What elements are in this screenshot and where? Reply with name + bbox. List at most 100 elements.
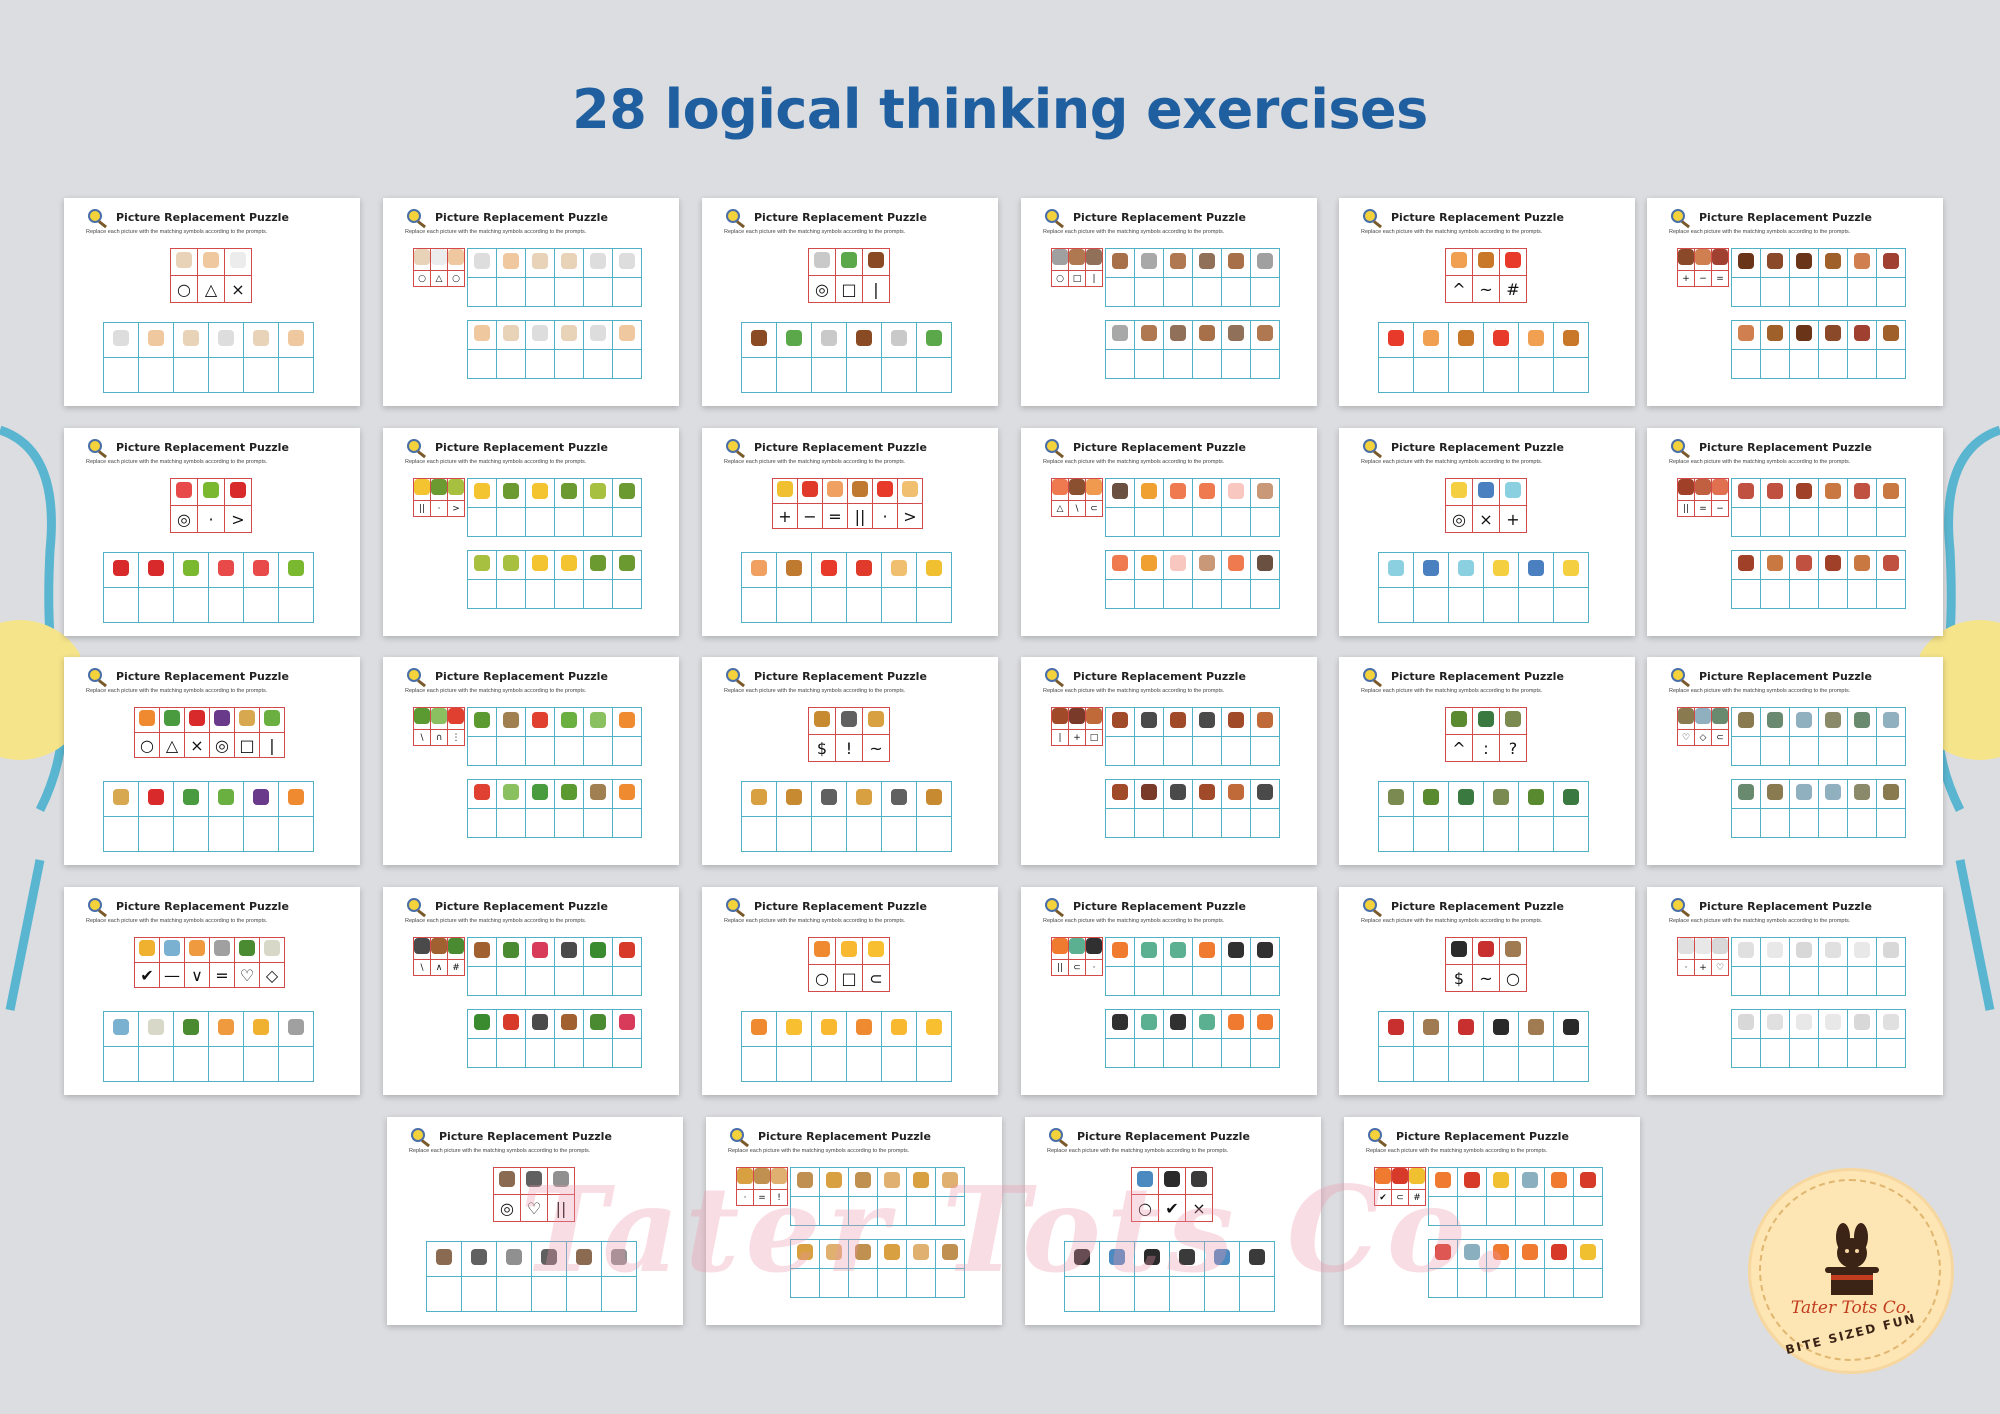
puzzle-card[interactable]: Picture Replacement Puzzle Replace each p… — [1021, 657, 1317, 865]
picture-icon — [1144, 1248, 1160, 1265]
picture-cell — [1134, 248, 1164, 278]
blank-cell — [1731, 736, 1761, 766]
puzzle-card[interactable]: Picture Replacement Puzzle Replace each p… — [1339, 198, 1635, 406]
puzzle-card[interactable]: Picture Replacement Puzzle Replace each p… — [383, 657, 679, 865]
key-table: ◎ ♡ || — [493, 1167, 575, 1222]
picture-cell — [808, 937, 836, 965]
picture-cell — [1731, 550, 1761, 580]
picture-icon — [1112, 711, 1128, 728]
picture-icon — [214, 939, 230, 956]
puzzle-card[interactable]: Picture Replacement Puzzle Replace each p… — [1647, 887, 1943, 1095]
picture-icon — [448, 479, 464, 495]
picture-icon — [1796, 711, 1812, 728]
puzzle-card[interactable]: Picture Replacement Puzzle Replace each p… — [1647, 428, 1943, 636]
puzzle-card[interactable]: Picture Replacement Puzzle Replace each p… — [706, 1117, 1002, 1325]
symbol-cell: − — [1694, 270, 1712, 287]
picture-cell — [208, 322, 244, 358]
puzzle-card[interactable]: Picture Replacement Puzzle Replace each p… — [1339, 887, 1635, 1095]
picture-icon — [1257, 1013, 1273, 1030]
blank-cell — [1163, 966, 1193, 996]
symbol-cell: □ — [1085, 729, 1103, 746]
picture-icon — [253, 1018, 269, 1035]
picture-icon — [926, 329, 942, 346]
magnifier-icon — [1669, 897, 1695, 918]
puzzle-card[interactable]: Picture Replacement Puzzle Replace each p… — [1339, 657, 1635, 865]
card-title: Picture Replacement Puzzle — [1699, 669, 1872, 683]
picture-cell — [1131, 1167, 1159, 1195]
puzzle-card[interactable]: Picture Replacement Puzzle Replace each p… — [64, 887, 360, 1095]
picture-cell — [1221, 937, 1251, 967]
blank-cell — [1847, 1038, 1877, 1068]
picture-icon — [1112, 252, 1128, 269]
card-title: Picture Replacement Puzzle — [116, 899, 289, 913]
picture-icon — [532, 324, 548, 341]
blank-cell — [741, 1046, 777, 1082]
puzzle-card[interactable]: Picture Replacement Puzzle Replace each p… — [383, 198, 679, 406]
picture-icon — [619, 1013, 635, 1030]
picture-icon — [1478, 481, 1494, 498]
puzzle-card[interactable]: Picture Replacement Puzzle Replace each p… — [1344, 1117, 1640, 1325]
blank-cell — [566, 1276, 602, 1312]
picture-cell — [1163, 550, 1193, 580]
picture-icon — [183, 329, 199, 346]
picture-cell — [1711, 707, 1729, 730]
puzzle-card[interactable]: Picture Replacement Puzzle Replace each p… — [1647, 657, 1943, 865]
puzzle-card[interactable]: Picture Replacement Puzzle Replace each p… — [387, 1117, 683, 1325]
puzzle-card[interactable]: Picture Replacement Puzzle Replace each p… — [702, 198, 998, 406]
picture-cell — [1711, 248, 1729, 271]
magnifier-icon — [1361, 438, 1387, 459]
puzzle-card[interactable]: Picture Replacement Puzzle Replace each p… — [1021, 428, 1317, 636]
blank-cell — [1876, 277, 1906, 307]
picture-icon — [448, 708, 464, 724]
picture-cell — [243, 781, 279, 817]
puzzle-card[interactable]: Picture Replacement Puzzle Replace each p… — [64, 428, 360, 636]
puzzle-card[interactable]: Picture Replacement Puzzle Replace each p… — [702, 887, 998, 1095]
puzzle-card[interactable]: Picture Replacement Puzzle Replace each p… — [64, 198, 360, 406]
picture-cell — [554, 550, 584, 580]
picture-icon — [1678, 938, 1694, 954]
blank-cell — [1818, 349, 1848, 379]
puzzle-card[interactable]: Picture Replacement Puzzle Replace each p… — [1647, 198, 1943, 406]
puzzle-card[interactable]: Picture Replacement Puzzle Replace each p… — [383, 428, 679, 636]
blank-cell — [1876, 1038, 1906, 1068]
picture-cell — [1760, 478, 1790, 508]
picture-cell — [278, 552, 314, 588]
picture-icon — [1854, 554, 1870, 571]
picture-icon — [1825, 554, 1841, 571]
symbol-cell: ^ — [1445, 734, 1473, 762]
picture-cell — [1221, 779, 1251, 809]
picture-icon — [590, 1013, 606, 1030]
card-title: Picture Replacement Puzzle — [116, 440, 289, 454]
picture-icon — [203, 481, 219, 498]
picture-cell — [583, 550, 613, 580]
symbol-cell: □ — [835, 964, 863, 992]
blank-cell — [525, 507, 555, 537]
picture-icon — [1825, 941, 1841, 958]
symbol-cell: ⊂ — [1068, 959, 1086, 976]
puzzle-card[interactable]: Picture Replacement Puzzle Replace each p… — [1025, 1117, 1321, 1325]
puzzle-card[interactable]: Picture Replacement Puzzle Replace each p… — [702, 428, 998, 636]
puzzle-card[interactable]: Picture Replacement Puzzle Replace each p… — [1021, 887, 1317, 1095]
picture-cell — [846, 552, 882, 588]
picture-icon — [189, 709, 205, 726]
symbol-cell: \ — [413, 729, 431, 746]
blank-cell — [776, 587, 812, 623]
puzzle-card[interactable]: Picture Replacement Puzzle Replace each p… — [702, 657, 998, 865]
key-table: ✔ — ∨ = ♡ ◇ — [134, 937, 285, 988]
picture-cell — [1760, 779, 1790, 809]
picture-cell — [1192, 478, 1222, 508]
answer-table — [467, 550, 642, 609]
symbol-cell: − — [1711, 500, 1729, 517]
puzzle-card[interactable]: Picture Replacement Puzzle Replace each p… — [1339, 428, 1635, 636]
picture-icon — [541, 1248, 557, 1265]
picture-cell — [846, 322, 882, 358]
picture-icon — [1883, 783, 1899, 800]
picture-cell — [1483, 1011, 1519, 1047]
puzzle-card[interactable]: Picture Replacement Puzzle Replace each p… — [64, 657, 360, 865]
picture-icon — [1375, 1168, 1391, 1184]
puzzle-card[interactable]: Picture Replacement Puzzle Replace each p… — [1021, 198, 1317, 406]
symbol-cell: ⊂ — [862, 964, 890, 992]
picture-icon — [1528, 329, 1544, 346]
magnifier-icon — [86, 208, 112, 229]
puzzle-card[interactable]: Picture Replacement Puzzle Replace each p… — [383, 887, 679, 1095]
